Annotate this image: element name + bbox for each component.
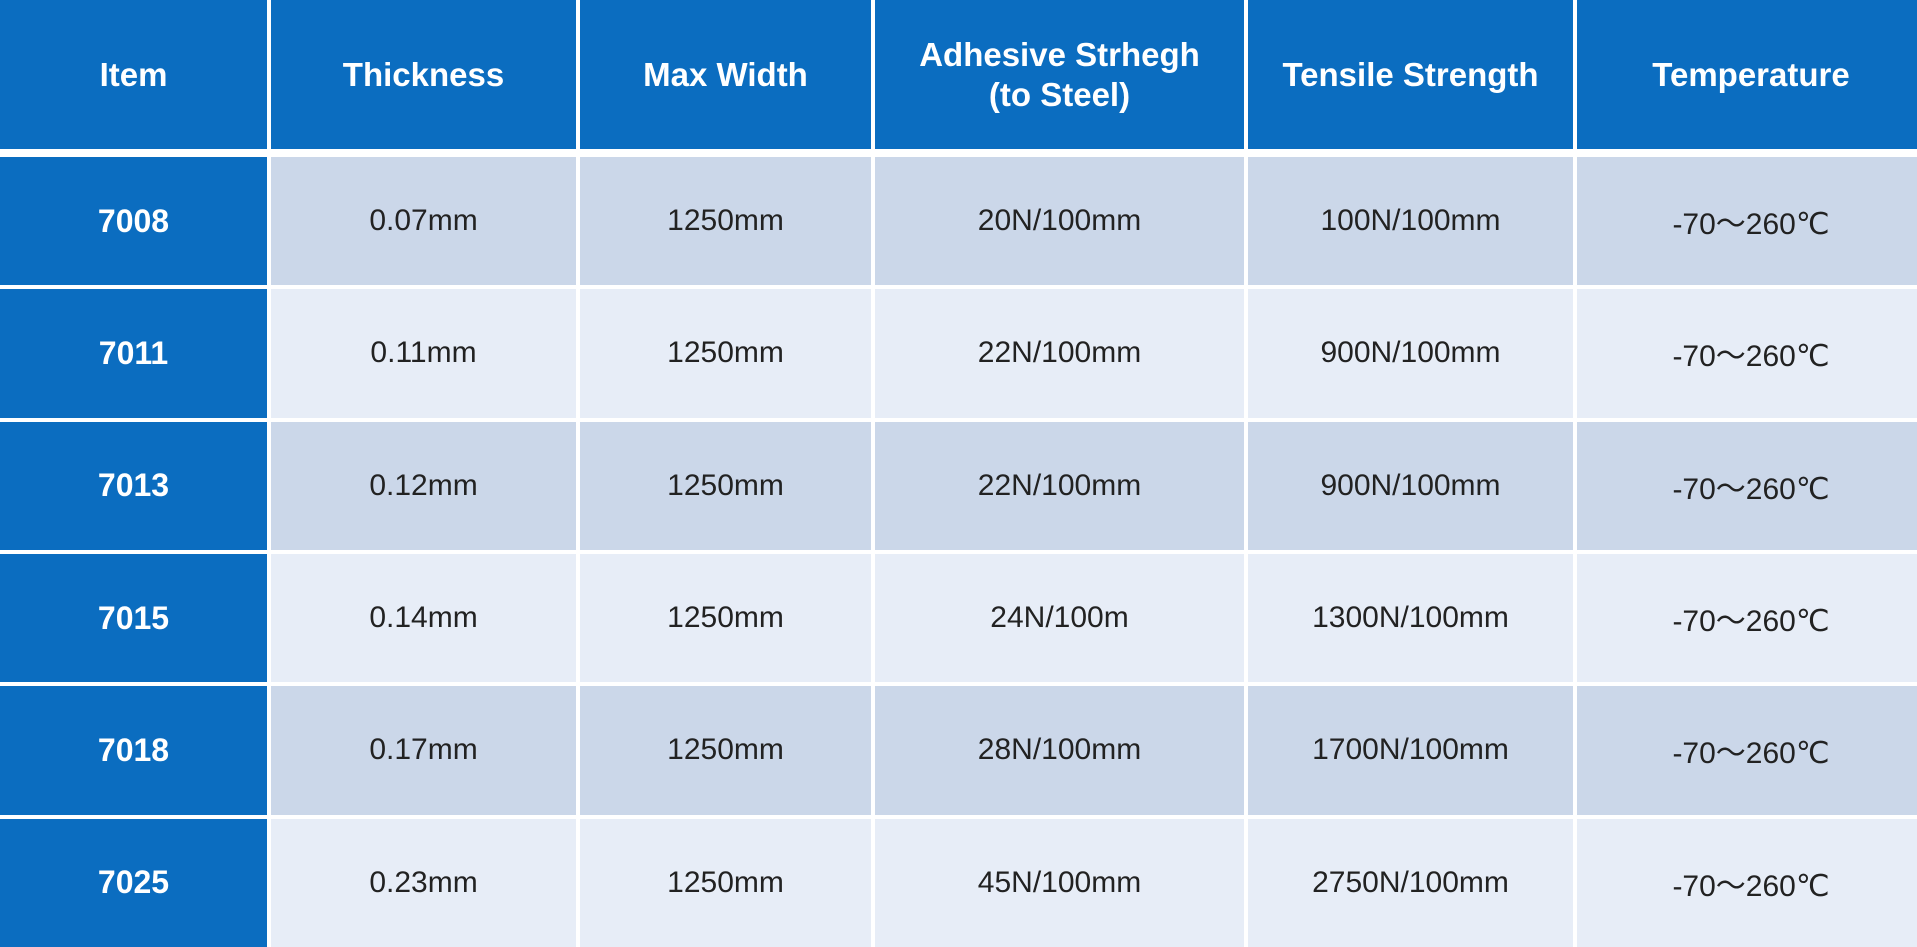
table-cell: -70～260℃: [1577, 289, 1917, 418]
header-cell: Adhesive Strhegh (to Steel): [875, 0, 1244, 149]
item-cell: 7025: [0, 818, 267, 947]
table-cell: 0.11mm: [271, 289, 576, 418]
header-cell: Max Width: [580, 0, 871, 149]
table-cell: 1300N/100mm: [1248, 553, 1573, 683]
table-cell: -70～260℃: [1577, 686, 1917, 815]
table-cell: -70～260℃: [1577, 818, 1917, 947]
table-cell: 1250mm: [580, 157, 871, 286]
table-cell: 22N/100mm: [875, 421, 1244, 550]
item-cell: 7008: [0, 157, 267, 286]
table-cell: 24N/100m: [875, 553, 1244, 683]
table-cell: 22N/100mm: [875, 289, 1244, 418]
table-cell: 100N/100mm: [1248, 157, 1573, 286]
table-cell: 1250mm: [580, 818, 871, 947]
table-cell: 900N/100mm: [1248, 289, 1573, 418]
table-cell: 20N/100mm: [875, 157, 1244, 286]
item-cell: 7013: [0, 421, 267, 550]
header-cell: Tensile Strength: [1248, 0, 1573, 149]
table-cell: 1250mm: [580, 421, 871, 550]
table-cell: 28N/100mm: [875, 686, 1244, 815]
item-cell: 7018: [0, 686, 267, 815]
table-cell: -70～260℃: [1577, 421, 1917, 550]
table-cell: 45N/100mm: [875, 818, 1244, 947]
header-cell: Item: [0, 0, 267, 149]
table-cell: 0.07mm: [271, 157, 576, 286]
table-cell: 0.12mm: [271, 421, 576, 550]
table-cell: 1250mm: [580, 289, 871, 418]
item-cell: 7015: [0, 553, 267, 683]
table-cell: 1250mm: [580, 553, 871, 683]
table-cell: -70～260℃: [1577, 157, 1917, 286]
table-cell: 1250mm: [580, 686, 871, 815]
table-cell: 1700N/100mm: [1248, 686, 1573, 815]
table-cell: 0.17mm: [271, 686, 576, 815]
table-cell: 0.23mm: [271, 818, 576, 947]
header-cell: Thickness: [271, 0, 576, 149]
table-cell: 900N/100mm: [1248, 421, 1573, 550]
table-cell: -70～260℃: [1577, 553, 1917, 683]
table-cell: 0.14mm: [271, 553, 576, 683]
header-cell: Temperature: [1577, 0, 1917, 149]
table-cell: 2750N/100mm: [1248, 818, 1573, 947]
item-cell: 7011: [0, 289, 267, 418]
